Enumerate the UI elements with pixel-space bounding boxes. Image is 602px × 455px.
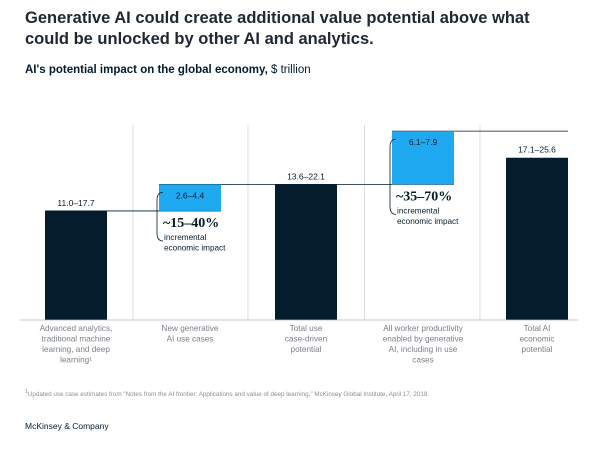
category-label: potential xyxy=(522,345,553,354)
subtitle-bold: AI's potential impact on the global econ… xyxy=(25,64,268,76)
chart-headline: Generative AI could create additional va… xyxy=(25,9,530,48)
annotation-text: economic impact xyxy=(397,217,459,226)
annotation-bracket xyxy=(156,191,164,242)
bar xyxy=(45,210,107,320)
bar-value-label: 2.6–4.4 xyxy=(176,190,205,200)
annotation-big: ~35–70% xyxy=(396,189,452,204)
footnote-text: Updated use case estimates from "Notes f… xyxy=(27,391,430,399)
chart-subtitle: AI's potential impact on the global econ… xyxy=(25,64,311,76)
bar-value-label: 11.0–17.7 xyxy=(57,198,94,208)
category-label: case-driven xyxy=(285,335,328,344)
category-label: learning, and deep xyxy=(42,345,110,354)
bar xyxy=(159,184,221,211)
bar xyxy=(392,131,454,185)
category-label: enabled by generative xyxy=(383,335,464,344)
category-label: Total use xyxy=(290,324,323,333)
annotation-text: economic impact xyxy=(164,243,226,252)
category-label: Total AI xyxy=(524,324,551,333)
bar-value-label: 6.1–7.9 xyxy=(409,137,438,147)
category-label: Advanced analytics, xyxy=(40,324,113,333)
category-label: New generative xyxy=(162,324,219,333)
category-label: AI, including in use xyxy=(389,345,458,354)
bar xyxy=(275,184,337,320)
category-label: AI use cases xyxy=(167,335,214,344)
category-label: learning¹ xyxy=(60,356,92,365)
bar xyxy=(506,157,568,320)
footnote: 1Updated use case estimates from "Notes … xyxy=(25,389,429,398)
category-label: cases xyxy=(412,356,433,365)
category-label: traditional machine xyxy=(42,335,111,344)
category-label: All worker productivity xyxy=(383,324,464,333)
subtitle-unit: $ trillion xyxy=(270,64,311,76)
bar-value-label: 17.1–25.6 xyxy=(518,145,556,155)
footnote-mark: 1 xyxy=(25,389,28,395)
bar-value-label: 13.6–22.1 xyxy=(287,171,325,181)
brand-name: McKinsey & Company xyxy=(25,421,109,431)
annotation-text: incremental xyxy=(397,206,440,215)
annotation-big: ~15–40% xyxy=(163,216,219,231)
category-label: potential xyxy=(291,345,322,354)
annotation-bracket xyxy=(389,138,397,215)
category-label: economic xyxy=(519,335,554,344)
annotation-text: incremental xyxy=(164,233,207,242)
